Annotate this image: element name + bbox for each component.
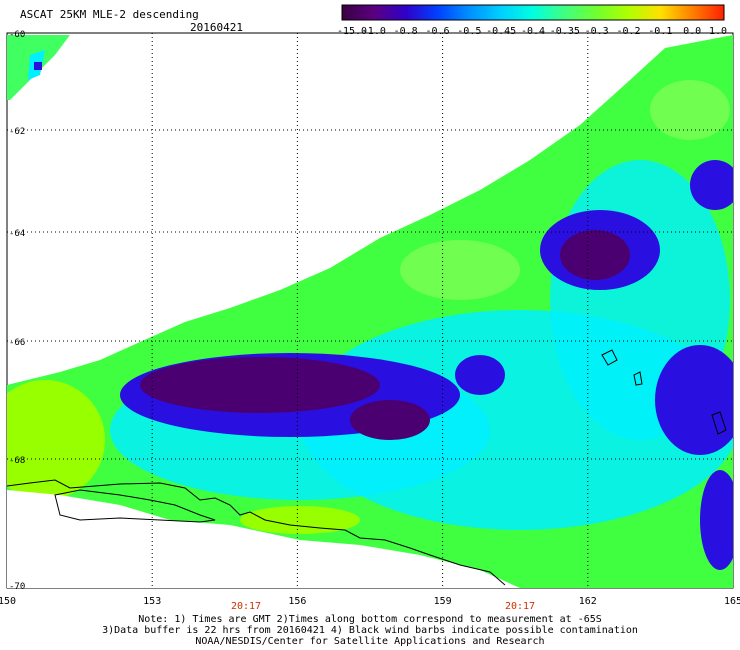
colorbar-ramp — [341, 4, 725, 21]
y-tick-label: -64 — [9, 229, 25, 239]
y-axis-ticks: -60 -62 -64 -66 -68 -70 — [9, 30, 25, 592]
colorbar-label: -0.35 — [549, 26, 580, 37]
note-line-3: NOAA/NESDIS/Center for Satellite Applica… — [195, 636, 545, 647]
x-tick-label: 150 — [0, 596, 16, 607]
graticule — [7, 33, 733, 588]
footer-notes: Note: 1) Times are GMT 2)Times along bot… — [0, 614, 740, 647]
colorbar-label: -0.5 — [457, 26, 482, 37]
x-tick-label: 165 — [724, 596, 740, 607]
y-tick-label: -68 — [9, 456, 25, 466]
colorbar-label: -0.4 — [520, 26, 546, 37]
colorbar-label: -15.0 — [336, 26, 368, 37]
y-tick-label: -60 — [9, 30, 25, 40]
colorbar-label: 1.0 — [708, 26, 728, 37]
x-axis-ticks: 150 153 156 159 162 165 — [0, 596, 740, 607]
colorbar-label: -1.0 — [361, 26, 386, 37]
time-label: 20:17 — [231, 601, 261, 612]
colorbar-label: -0.1 — [648, 26, 673, 37]
x-tick-label: 159 — [434, 596, 452, 607]
time-label: 20:17 — [505, 601, 535, 612]
x-tick-label: 153 — [143, 596, 161, 607]
note-line-2: 3)Data buffer is 22 hrs from 20160421 4)… — [102, 625, 638, 636]
colorbar-label: 0.0 — [683, 26, 702, 37]
x-tick-label: 162 — [579, 596, 597, 607]
x-tick-label: 156 — [288, 596, 306, 607]
colorbar-label: -0.3 — [584, 26, 609, 37]
map-date: 20160421 — [190, 21, 243, 34]
y-tick-label: -66 — [9, 338, 25, 348]
colorbar — [341, 4, 725, 21]
colorbar-label: -0.45 — [486, 26, 517, 37]
colorbar-label: -0.2 — [616, 26, 641, 37]
note-line-1: Note: 1) Times are GMT 2)Times along bot… — [138, 614, 602, 625]
map-title: ASCAT 25KM MLE-2 descending — [20, 8, 199, 21]
y-tick-label: -70 — [9, 582, 25, 592]
colorbar-label: -0.8 — [393, 26, 418, 37]
time-labels: 20:17 20:17 — [231, 601, 535, 612]
colorbar-label: -0.6 — [425, 26, 450, 37]
y-tick-label: -62 — [9, 127, 25, 137]
